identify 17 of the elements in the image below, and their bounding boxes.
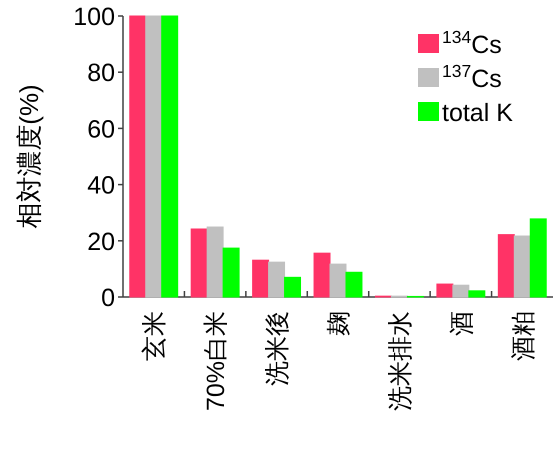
y-tick-label: 0 bbox=[101, 284, 115, 312]
y-tick-label: 20 bbox=[87, 228, 115, 256]
x-tick-label: 70%白米 bbox=[202, 311, 230, 412]
y-axis-title: 相対濃度(%) bbox=[14, 84, 44, 229]
y-tick-label: 60 bbox=[87, 115, 115, 144]
x-tick-label: 洗米排水 bbox=[386, 311, 414, 411]
y-tick-label: 100 bbox=[73, 3, 115, 31]
y-tick-label: 40 bbox=[87, 172, 115, 200]
x-tick-label: 洗米後 bbox=[264, 311, 292, 386]
x-tick-label: 酒粕 bbox=[509, 311, 538, 361]
legend-label: $^{134}$Cs bbox=[442, 27, 502, 59]
x-tick-label: 酒 bbox=[448, 311, 476, 336]
y-tick-label: 80 bbox=[87, 59, 115, 88]
x-tick-label: 玄米 bbox=[140, 311, 169, 361]
legend-label: $^{137}$Cs bbox=[442, 61, 502, 93]
x-tick-label: 麹 bbox=[325, 311, 353, 336]
legend-label: total K bbox=[442, 99, 514, 127]
